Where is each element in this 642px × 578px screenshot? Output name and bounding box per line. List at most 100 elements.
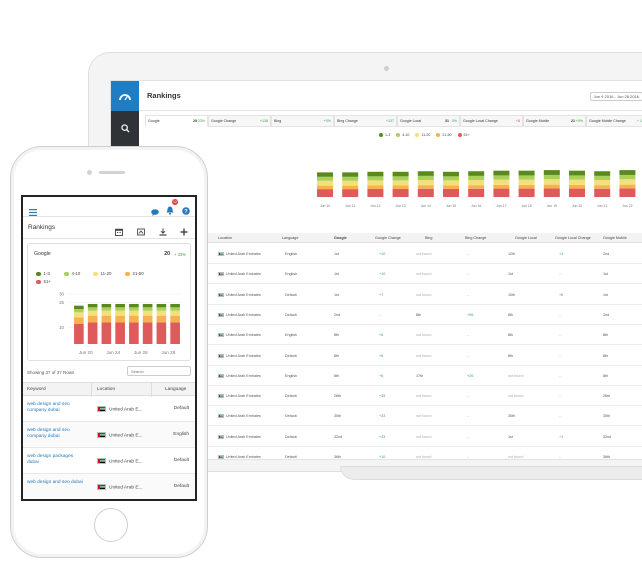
- tab-google-change[interactable]: Google Change +138: [208, 115, 271, 127]
- mobile-rank-cell: 30th: [603, 414, 611, 419]
- col-header[interactable]: Language: [282, 236, 299, 240]
- bing-change-cell: --: [467, 353, 470, 358]
- search-input[interactable]: [127, 366, 191, 376]
- language-cell: Default: [285, 455, 297, 459]
- tab-change: +0%: [575, 119, 583, 123]
- keyword-link[interactable]: web design and seo company dubai: [27, 402, 70, 413]
- bar-segment: [170, 310, 180, 316]
- table-row[interactable]: United Arab Emirates English 8th +6 not foun…: [203, 325, 642, 346]
- bar-segment: [142, 310, 153, 316]
- local-change-cell: +4: [559, 252, 564, 256]
- tab-google-mobile[interactable]: Google Mobile 21 +0%: [523, 115, 586, 127]
- uae-flag-icon: [218, 312, 224, 317]
- google-change-cell: +35: [379, 394, 386, 399]
- tab-label: Google Local Change: [463, 119, 498, 123]
- dashboard-logo-icon[interactable]: [111, 81, 139, 111]
- table-row[interactable]: United Arab Emirates English 1st +10 not fou…: [203, 244, 642, 264]
- tab-label: Bing: [274, 119, 282, 123]
- col-header[interactable]: Google Change: [375, 236, 401, 240]
- table-row[interactable]: United Arab Emirates English 8th +6 17th +26 n…: [203, 366, 642, 386]
- table-row[interactable]: United Arab Emirates Default 1st +7 not foun…: [203, 285, 642, 305]
- download-icon[interactable]: [159, 223, 167, 241]
- bar-segment: [443, 176, 459, 181]
- col-header[interactable]: Bing Change: [465, 236, 487, 240]
- tab-bing[interactable]: Bing +0%: [271, 115, 334, 127]
- menu-icon[interactable]: [29, 203, 37, 221]
- bar-segment: [443, 188, 459, 197]
- x-tick-label: Jun 22: [622, 204, 632, 208]
- home-button[interactable]: [94, 508, 128, 542]
- legend-swatch: [396, 133, 401, 138]
- table-row[interactable]: United Arab Emirates Default 2nd -- 8th +96 8t…: [203, 305, 642, 325]
- tab-google[interactable]: Google 20 +33%: [145, 115, 208, 127]
- table-row[interactable]: United Arab Emirates English 1st +10 not fou…: [203, 264, 642, 285]
- bar-segment: [392, 176, 409, 181]
- google-change-cell: +10: [379, 252, 386, 256]
- table-row[interactable]: United Arab Emirates Default 32nd +33 not fo…: [203, 427, 642, 447]
- help-icon[interactable]: ?: [182, 202, 190, 220]
- col-keyword[interactable]: Keyword: [27, 387, 46, 392]
- calendar-icon[interactable]: [115, 223, 123, 241]
- bar-segment: [156, 315, 167, 323]
- bar-segment: [619, 184, 636, 189]
- compare-icon[interactable]: [137, 223, 145, 241]
- legend-item: 11-20: [93, 271, 111, 277]
- table-row[interactable]: United Arab Emirates Default 26th +35 not fo…: [203, 386, 642, 407]
- tab-label: Google Change: [211, 119, 237, 123]
- keyword-link[interactable]: web design and seo dubai: [27, 480, 83, 485]
- google-change-cell: +10: [379, 455, 386, 459]
- col-header[interactable]: Google: [334, 236, 347, 240]
- bar-segment: [594, 185, 611, 189]
- table-row[interactable]: web design and seo dubai United Arab E...…: [23, 474, 195, 499]
- bar-segment: [142, 307, 153, 311]
- tab-google-mobile-change[interactable]: Google Mobile Change + 133: [586, 115, 642, 127]
- tab-google-local-change[interactable]: Google Local Change +8: [460, 115, 523, 127]
- table-row[interactable]: United Arab Emirates Default 36th +10 not fo…: [203, 447, 642, 459]
- col-header[interactable]: Location: [218, 236, 232, 240]
- bell-icon[interactable]: [166, 202, 174, 220]
- legend-swatch: [379, 133, 383, 138]
- x-tick-label: Jun 26: [134, 350, 148, 355]
- bar-segment: [115, 304, 125, 308]
- tab-google-local[interactable]: Google Local 31 0%: [397, 115, 460, 127]
- location-text: United Arab Emirates: [226, 272, 261, 277]
- search-icon[interactable]: [111, 117, 139, 139]
- local-rank-cell: 8th: [508, 312, 514, 317]
- app-header: Rankings Jun 9 2016 - Jun 28 2016: [139, 81, 642, 111]
- bar-segment: [619, 174, 636, 180]
- chat-icon[interactable]: [151, 203, 159, 221]
- legend-item: 1-3: [379, 133, 390, 138]
- location-text: United Arab Emirates: [226, 414, 261, 419]
- legend-item: 4-10: [64, 271, 80, 277]
- tab-change: +8: [515, 119, 520, 123]
- col-header[interactable]: Google Local Change: [555, 236, 591, 240]
- tab-rank: 21: [571, 119, 575, 123]
- x-tick-label: Jun 20: [79, 350, 93, 355]
- bing-change-cell: --: [467, 455, 470, 459]
- table-row[interactable]: United Arab Emirates Default 8th +6 not foun…: [203, 346, 642, 366]
- keyword-link[interactable]: web design and seo company dubai: [27, 428, 70, 439]
- date-range-picker[interactable]: Jun 9 2016 - Jun 28 2016: [589, 92, 642, 101]
- local-rank-cell: not found: [508, 373, 524, 378]
- mobile-rank-cell: 36th: [603, 455, 611, 459]
- tab-change: + 133: [636, 119, 642, 123]
- col-location[interactable]: Location: [97, 387, 116, 392]
- table-row[interactable]: United Arab Emirates Default 30th +33 not fo…: [203, 406, 642, 427]
- keyword-link[interactable]: web design packages dubai: [27, 454, 74, 465]
- bar-segment: [569, 184, 585, 189]
- add-icon[interactable]: [180, 223, 188, 241]
- table-header: Location Language Google Google Change Bing B…: [203, 233, 642, 243]
- location-text: United Arab Emirates: [226, 292, 261, 297]
- table-row[interactable]: web design packages dubai United Arab E..…: [23, 448, 195, 474]
- bar-segment: [142, 304, 153, 308]
- col-header[interactable]: Bing: [425, 236, 433, 240]
- col-header[interactable]: Google Local: [515, 236, 537, 240]
- tab-bing-change[interactable]: Bing Change +137: [334, 115, 397, 127]
- table-row[interactable]: web design and seo company dubai United A…: [23, 422, 195, 448]
- bar-segment: [115, 307, 125, 311]
- language-cell: Default: [285, 434, 297, 439]
- table-row[interactable]: web design and seo company dubai United A…: [23, 396, 195, 422]
- col-header[interactable]: Google Mobile: [603, 236, 627, 240]
- mobile-rank-cell: 26th: [603, 394, 611, 399]
- col-language[interactable]: Language: [165, 387, 187, 392]
